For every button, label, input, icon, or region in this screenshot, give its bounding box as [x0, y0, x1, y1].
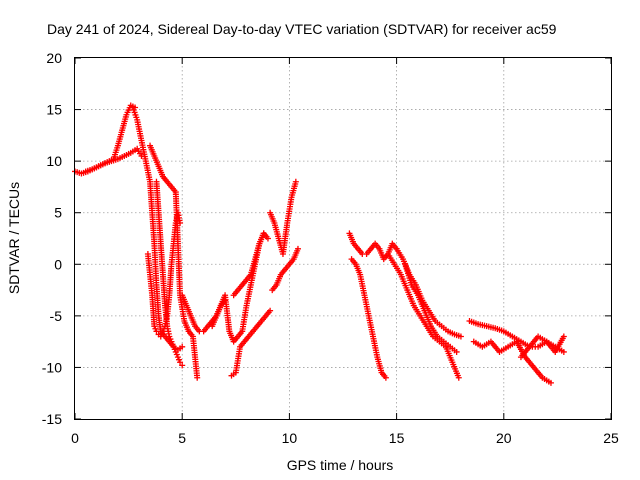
y-tick-label: 10 [46, 153, 62, 169]
data-point [177, 220, 184, 227]
series-track-9 [228, 307, 274, 379]
data-point [267, 307, 274, 314]
x-tick-label: 20 [496, 430, 512, 446]
series-track-20 [517, 333, 567, 361]
series-track-10 [230, 230, 271, 299]
series-track-12 [269, 245, 301, 294]
x-tick-label: 15 [389, 430, 405, 446]
data-point [560, 348, 567, 355]
data-point [455, 374, 462, 381]
data-point [179, 362, 186, 369]
plot-frame [74, 57, 612, 420]
y-tick-label: -10 [42, 359, 62, 375]
axis-ticks [74, 57, 612, 420]
y-tick-labels: -15 -10 -5 0 5 10 15 20 [42, 50, 62, 427]
y-tick-label: 5 [54, 205, 62, 221]
y-tick-label: -15 [42, 411, 62, 427]
y-axis-label: SDTVAR / TECUs [6, 182, 22, 294]
y-tick-label: 0 [54, 256, 62, 272]
series-track-17 [402, 261, 460, 355]
grid [75, 58, 611, 419]
data-points [72, 102, 567, 386]
data-point [457, 333, 464, 340]
series-track-14 [348, 256, 389, 381]
data-point [453, 348, 460, 355]
chart-title: Day 241 of 2024, Sidereal Day-to-day VTE… [47, 21, 557, 37]
data-point [560, 333, 567, 340]
y-tick-label: 20 [46, 50, 62, 66]
series-track-11 [267, 178, 299, 257]
series-track-6 [153, 178, 186, 369]
y-tick-label: 15 [46, 102, 62, 118]
x-axis-label: GPS time / hours [287, 457, 394, 473]
x-tick-label: 10 [282, 430, 298, 446]
x-tick-label: 5 [178, 430, 186, 446]
data-point [264, 235, 271, 242]
x-tick-label: 0 [71, 430, 79, 446]
data-point [194, 374, 201, 381]
data-point [382, 374, 389, 381]
x-tick-labels: 0 5 10 15 20 25 [71, 430, 619, 446]
data-point [179, 343, 186, 350]
data-point [294, 245, 301, 252]
y-tick-label: -5 [50, 308, 63, 324]
series-track-16 [393, 245, 464, 340]
series-track-2 [82, 145, 145, 175]
data-point [547, 379, 554, 386]
data-point [292, 178, 299, 185]
data-point [153, 328, 160, 335]
x-tick-label: 25 [603, 430, 619, 446]
data-point [177, 359, 184, 366]
